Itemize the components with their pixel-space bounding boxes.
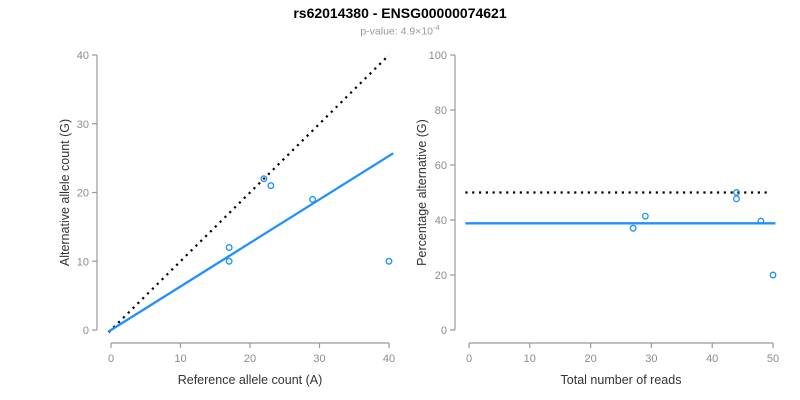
x-tick-label: 50 — [767, 353, 779, 365]
data-point — [769, 271, 777, 279]
y-tick-label: 0 — [441, 325, 447, 337]
y-axis-label: Alternative allele count (G) — [58, 119, 72, 266]
data-point — [267, 182, 275, 190]
y-tick-label: 0 — [83, 325, 89, 337]
x-tick-label: 0 — [108, 353, 114, 365]
data-point — [385, 257, 393, 265]
x-tick-label: 40 — [383, 353, 395, 365]
y-tick-label: 80 — [435, 105, 447, 117]
figure-subtitle: p-value: 4.9×10-4 — [0, 23, 800, 38]
subtitle-text: p-value: 4.9×10 — [360, 25, 433, 38]
data-point — [641, 212, 649, 220]
y-tick-label: 30 — [77, 119, 89, 131]
x-tick-label: 20 — [244, 353, 256, 365]
fitted-allelic-ratio-line — [107, 152, 394, 333]
data-point — [733, 195, 740, 203]
y-tick-label: 60 — [435, 160, 447, 172]
data-point — [225, 244, 233, 251]
y-tick-label: 40 — [77, 50, 89, 62]
data-point — [629, 224, 637, 232]
y-tick-label: 100 — [429, 50, 447, 62]
percentage-vs-coverage-scatter: 0 20 40 60 80 100 0 10 20 30 40 50 Total number of r… — [415, 50, 779, 387]
x-tick-label: 40 — [706, 353, 718, 365]
data-point — [225, 257, 233, 265]
y-tick-label: 40 — [435, 215, 447, 227]
x-tick-label: 10 — [524, 353, 536, 365]
data-point — [757, 217, 765, 225]
data-point — [309, 195, 316, 203]
figure-title: rs62014380 - ENSG00000074621 — [293, 5, 507, 21]
x-tick-label: 30 — [313, 353, 325, 365]
y-tick-label: 20 — [435, 270, 447, 282]
identity-line-y-equals-x — [107, 54, 390, 334]
y-tick-label: 10 — [77, 256, 89, 268]
allele-counts-scatter: 0 10 20 30 40 0 10 20 30 40 Reference allele count… — [58, 50, 395, 387]
x-tick-label: 20 — [584, 353, 596, 365]
data-point — [733, 189, 740, 196]
y-axis-label: Percentage alternative (G) — [415, 119, 429, 266]
x-axis-label: Reference allele count (A) — [178, 373, 323, 387]
y-tick-label: 20 — [77, 188, 89, 200]
data-point — [260, 175, 268, 183]
x-tick-label: 30 — [645, 353, 657, 365]
subtitle-exponent: -4 — [433, 23, 440, 32]
x-tick-label: 0 — [466, 353, 472, 365]
x-axis-label: Total number of reads — [561, 373, 682, 387]
x-tick-label: 10 — [174, 353, 186, 365]
